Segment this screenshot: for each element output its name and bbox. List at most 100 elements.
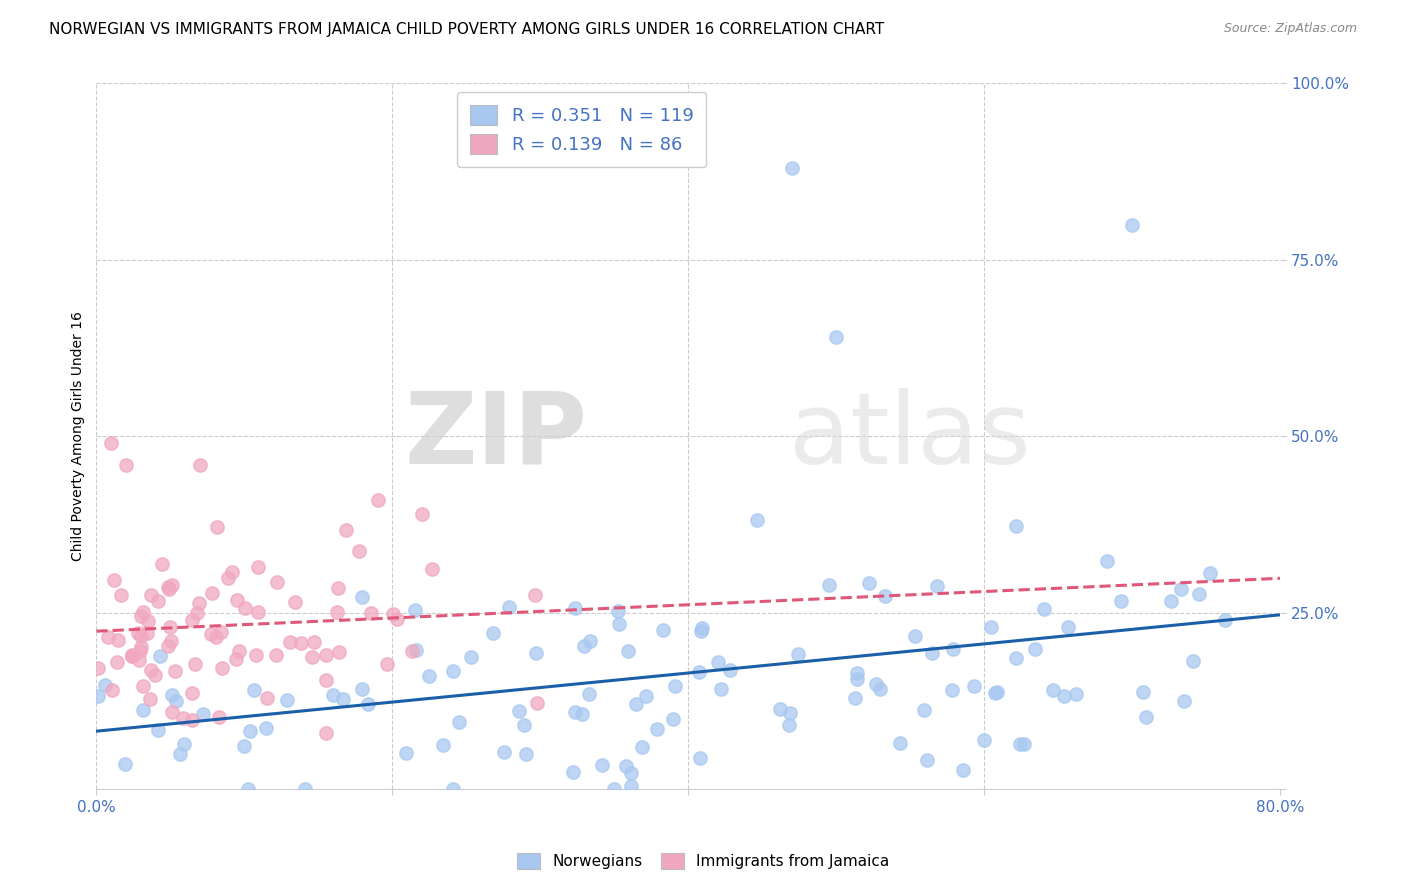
Point [103,573,125,587]
Point [150,558,173,572]
Point [441,782,464,797]
Point [211,661,233,675]
Point [148,593,170,607]
Point [284,595,307,609]
Point [986,685,1008,699]
Point [352,682,374,697]
Point [447,715,470,730]
Point [335,524,357,538]
Point [411,507,433,521]
Point [239,723,262,738]
Point [846,665,869,680]
Point [246,560,269,574]
Point [143,668,166,682]
Point [405,643,427,657]
Point [236,782,259,797]
Point [562,765,585,780]
Point [492,745,515,759]
Point [256,691,278,706]
Point [139,692,162,706]
Point [1199,566,1222,580]
Point [1010,737,1032,751]
Point [127,625,149,640]
Point [620,779,643,793]
Point [904,629,927,643]
Point [165,664,187,678]
Point [136,626,159,640]
Text: Source: ZipAtlas.com: Source: ZipAtlas.com [1223,22,1357,36]
Point [1215,613,1237,627]
Point [367,492,389,507]
Point [326,605,349,619]
Point [401,644,423,658]
Point [688,665,710,679]
Point [159,620,181,634]
Point [571,706,593,721]
Point [942,642,965,657]
Point [245,648,267,662]
Point [87,661,110,675]
Point [315,726,337,740]
Point [778,718,800,732]
Point [121,648,143,663]
Point [441,664,464,678]
Point [357,697,380,711]
Point [984,686,1007,700]
Point [132,679,155,693]
Point [865,677,887,691]
Point [845,672,868,686]
Point [162,689,184,703]
Point [217,571,239,585]
Point [266,575,288,590]
Point [107,632,129,647]
Point [825,330,848,344]
Point [718,663,741,677]
Point [157,639,180,653]
Point [1097,554,1119,568]
Point [1005,651,1028,665]
Point [156,580,179,594]
Point [787,647,810,661]
Point [128,644,150,658]
Point [235,600,257,615]
Point [1004,518,1026,533]
Point [205,519,228,533]
Point [602,782,624,797]
Point [1056,619,1078,633]
Point [432,739,454,753]
Point [315,648,337,662]
Point [184,657,207,672]
Point [322,688,344,702]
Point [925,579,948,593]
Legend: Norwegians, Immigrants from Jamaica: Norwegians, Immigrants from Jamaica [510,847,896,875]
Point [332,691,354,706]
Point [1053,690,1076,704]
Point [513,717,536,731]
Point [228,644,250,658]
Point [186,607,208,621]
Point [225,592,247,607]
Point [515,747,537,761]
Point [290,635,312,649]
Point [173,737,195,751]
Point [131,605,153,619]
Point [620,765,643,780]
Point [614,759,637,773]
Point [662,713,685,727]
Point [139,588,162,602]
Point [1109,593,1132,607]
Point [1173,694,1195,708]
Point [689,751,711,765]
Point [418,669,440,683]
Point [266,648,288,663]
Point [873,589,896,603]
Point [121,648,143,663]
Point [115,458,138,472]
Point [385,612,408,626]
Point [221,565,243,579]
Point [352,590,374,604]
Point [100,436,122,450]
Point [1064,687,1087,701]
Point [276,693,298,707]
Point [645,722,668,736]
